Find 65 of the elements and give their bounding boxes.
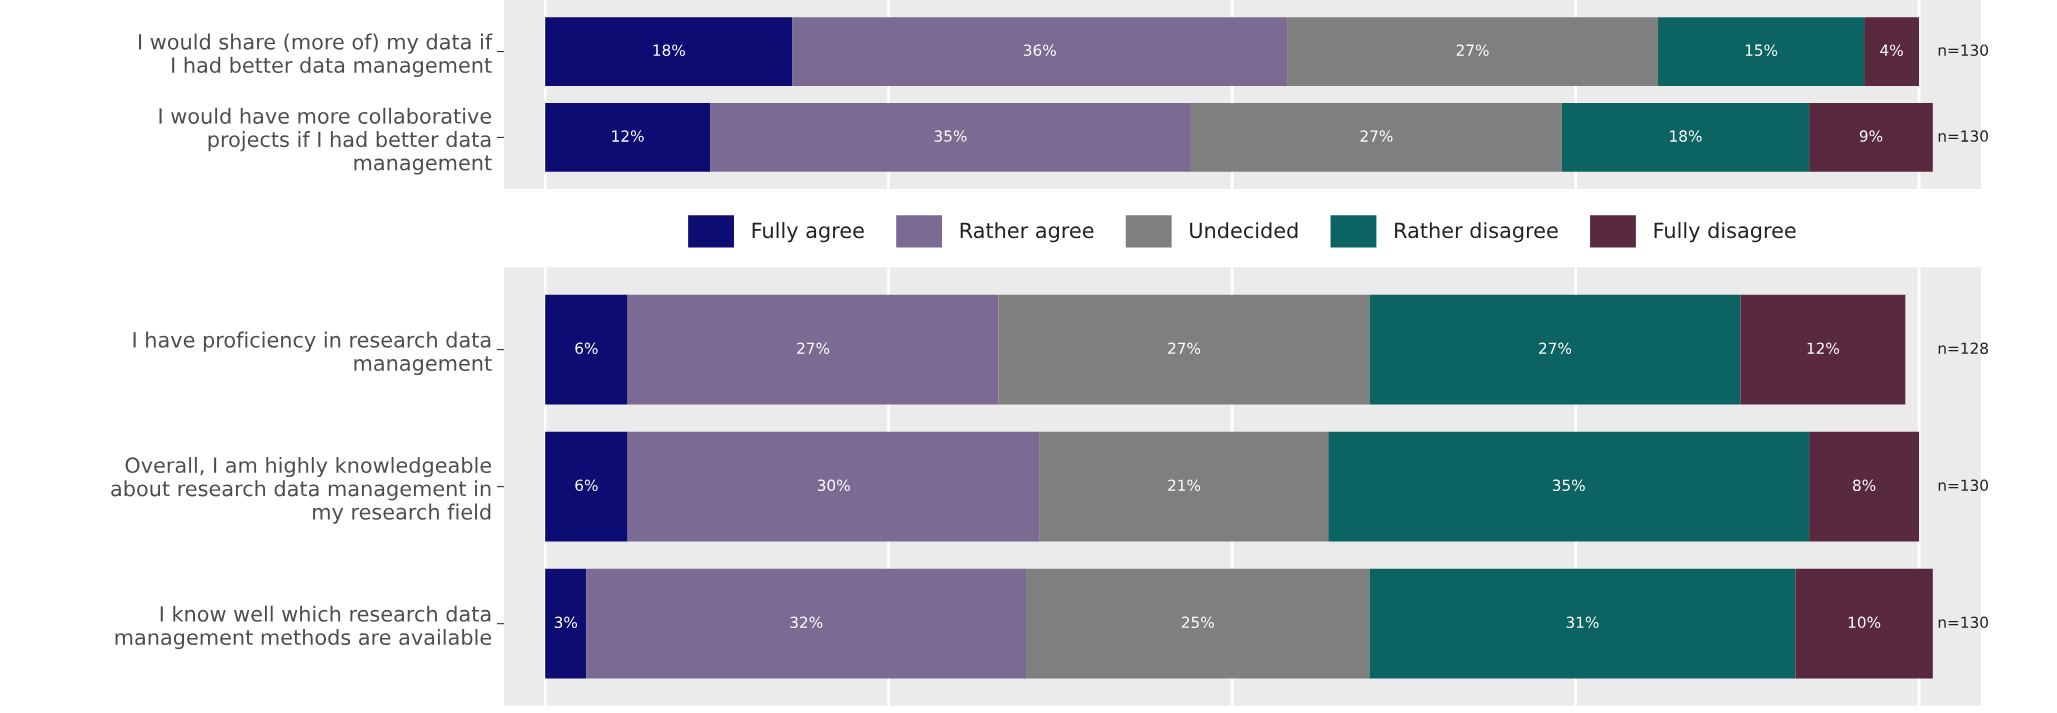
data-label: 12% <box>1807 342 1840 355</box>
bar <box>792 17 1288 86</box>
bar <box>627 431 1040 542</box>
y-tick-label: I know well which research data management methods are available <box>115 605 492 650</box>
y-tick-label: Overall, I am highly knowledgeable about research data management in my research field <box>111 456 492 524</box>
annotation: n=130 <box>1938 130 1988 142</box>
data-label: 12% <box>612 130 644 142</box>
data-label: 25% <box>1181 616 1214 629</box>
bar <box>1864 17 1920 86</box>
bar <box>1809 431 1920 542</box>
annotation: n=128 <box>1938 342 1988 355</box>
data-label: 35% <box>1552 479 1585 492</box>
annotation: n=130 <box>1938 479 1988 492</box>
annotation: n=130 <box>1938 44 1988 56</box>
data-label: 31% <box>1566 616 1599 629</box>
bar <box>545 294 628 405</box>
bar <box>545 17 793 86</box>
data-label: 27% <box>1360 130 1393 142</box>
legend-label: Fully agree <box>752 222 864 243</box>
bar <box>545 568 587 679</box>
bar <box>1658 17 1865 86</box>
data-label: 15% <box>1745 44 1778 56</box>
y-tick-label: I would have more collaborative projects if I had better data management <box>159 107 492 175</box>
data-label: 35% <box>934 130 967 142</box>
bar <box>1369 568 1796 679</box>
bar <box>1740 294 1906 405</box>
bar <box>1328 431 1810 542</box>
data-label: 32% <box>790 616 823 629</box>
bar <box>627 294 999 405</box>
data-label: 9% <box>1859 130 1883 142</box>
legend-label: Rather agree <box>960 222 1094 243</box>
data-label: 6% <box>575 479 598 492</box>
data-label: 6% <box>575 342 598 355</box>
y-tick-label: I have proficiency in research data management <box>133 331 492 376</box>
data-label: 8% <box>1853 479 1876 492</box>
bar <box>1039 431 1329 542</box>
legend-label: Undecided <box>1190 222 1298 239</box>
data-label: 18% <box>1670 130 1702 142</box>
bar <box>545 103 711 172</box>
data-label: 10% <box>1848 616 1881 629</box>
data-label: 36% <box>1023 44 1056 56</box>
data-label: 30% <box>817 479 850 492</box>
data-label: 27% <box>1456 44 1489 56</box>
bar <box>1809 103 1933 172</box>
legend-label: Fully disagree <box>1654 222 1796 243</box>
data-label: 27% <box>797 342 830 355</box>
bar <box>1369 294 1741 405</box>
data-label: 4% <box>1880 44 1903 56</box>
bar <box>1561 103 1810 172</box>
data-label: 18% <box>653 44 685 56</box>
data-label: 27% <box>1539 342 1572 355</box>
annotation: n=130 <box>1938 616 1988 629</box>
data-label: 21% <box>1168 479 1201 492</box>
bar <box>998 294 1370 405</box>
data-label: 27% <box>1168 342 1201 355</box>
bar <box>1026 568 1370 679</box>
y-tick-label: I would share (more of) my data if I had better data management <box>139 33 493 78</box>
bar <box>586 568 1027 679</box>
bar <box>710 103 1191 172</box>
legend-label: Rather disagree <box>1395 222 1558 243</box>
data-label: 3% <box>554 616 578 629</box>
bar <box>1287 17 1659 86</box>
bar <box>545 431 628 542</box>
bar <box>1795 568 1933 679</box>
bar <box>1190 103 1562 172</box>
